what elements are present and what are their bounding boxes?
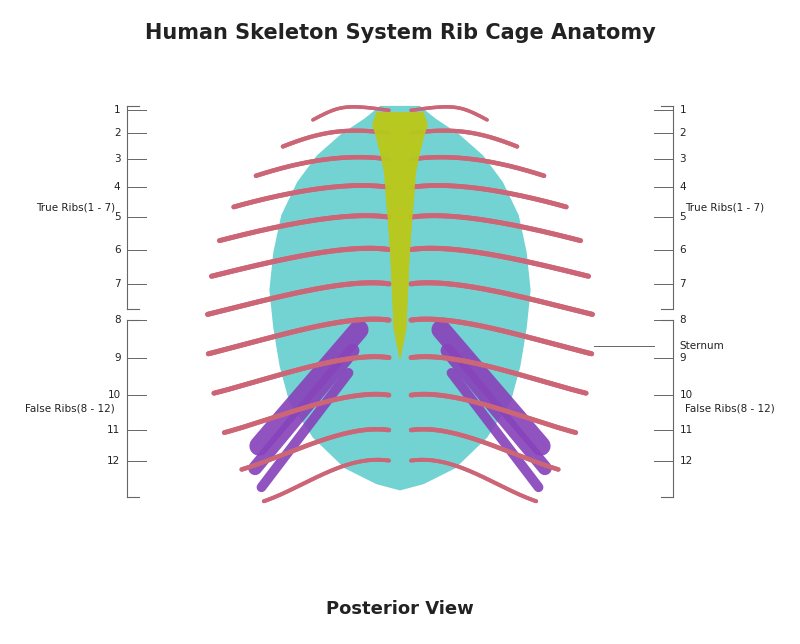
Text: 11: 11 xyxy=(679,425,693,435)
Text: 8: 8 xyxy=(114,315,121,325)
Polygon shape xyxy=(372,112,428,360)
Text: Posterior View: Posterior View xyxy=(326,600,474,618)
Text: Human Skeleton System Rib Cage Anatomy: Human Skeleton System Rib Cage Anatomy xyxy=(145,23,655,43)
Text: 6: 6 xyxy=(679,245,686,254)
Text: 9: 9 xyxy=(679,353,686,363)
Text: True Ribs(1 - 7): True Ribs(1 - 7) xyxy=(685,203,764,213)
Text: 12: 12 xyxy=(107,455,121,466)
Text: 7: 7 xyxy=(679,279,686,289)
Text: 5: 5 xyxy=(679,212,686,222)
Text: False Ribs(8 - 12): False Ribs(8 - 12) xyxy=(686,403,775,413)
Text: 5: 5 xyxy=(114,212,121,222)
Text: True Ribs(1 - 7): True Ribs(1 - 7) xyxy=(36,203,115,213)
Text: 9: 9 xyxy=(114,353,121,363)
Text: 3: 3 xyxy=(679,155,686,164)
Text: 2: 2 xyxy=(679,128,686,138)
Text: 7: 7 xyxy=(114,279,121,289)
Text: 4: 4 xyxy=(114,182,121,193)
Text: 6: 6 xyxy=(114,245,121,254)
Polygon shape xyxy=(372,112,428,360)
Text: 1: 1 xyxy=(679,106,686,115)
Polygon shape xyxy=(270,106,530,491)
Text: 10: 10 xyxy=(679,390,693,400)
Text: 10: 10 xyxy=(107,390,121,400)
Text: 8: 8 xyxy=(679,315,686,325)
Text: 4: 4 xyxy=(679,182,686,193)
Text: 1: 1 xyxy=(114,106,121,115)
Text: Sternum: Sternum xyxy=(679,341,724,351)
Text: 11: 11 xyxy=(107,425,121,435)
Text: False Ribs(8 - 12): False Ribs(8 - 12) xyxy=(25,403,114,413)
Text: 12: 12 xyxy=(679,455,693,466)
Text: 3: 3 xyxy=(114,155,121,164)
Text: 2: 2 xyxy=(114,128,121,138)
